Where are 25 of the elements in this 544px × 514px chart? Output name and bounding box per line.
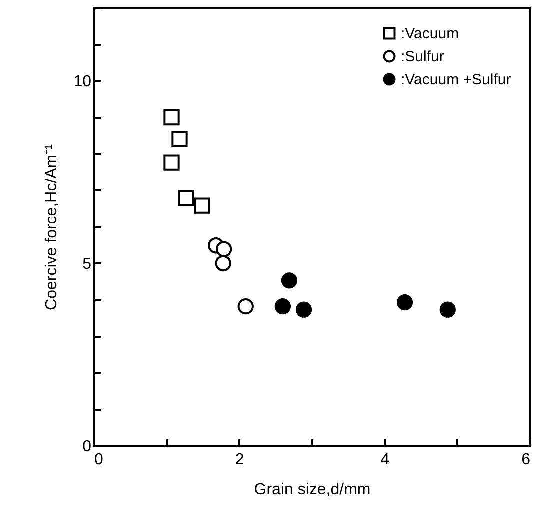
legend-label: :Vacuum +Sulfur	[401, 72, 512, 88]
y-tick-label: 10	[74, 74, 92, 90]
x-tick-label: 0	[94, 452, 104, 468]
point	[216, 241, 232, 258]
x-tick-label: 6	[522, 452, 531, 468]
point	[238, 298, 254, 315]
legend-label: :Vacuum	[401, 26, 460, 42]
y-tick-label: 5	[82, 256, 92, 273]
x-axis-title: Grain size,d/mm	[254, 482, 371, 498]
point	[296, 302, 312, 318]
y-tick-label: 0	[82, 438, 92, 456]
y-axis-title: Coercive force,Hc/Am⁻¹	[44, 144, 61, 310]
point	[274, 298, 292, 315]
point	[396, 294, 414, 311]
point	[164, 154, 180, 171]
x-tick-label: 2	[235, 452, 244, 468]
x-tick-label: 4	[380, 452, 390, 468]
point	[194, 198, 210, 214]
point	[281, 272, 298, 289]
point	[215, 255, 232, 272]
point	[440, 302, 456, 318]
point	[164, 109, 180, 126]
point	[178, 190, 194, 206]
legend-label: :Sulfur	[401, 48, 444, 66]
point	[172, 131, 188, 148]
